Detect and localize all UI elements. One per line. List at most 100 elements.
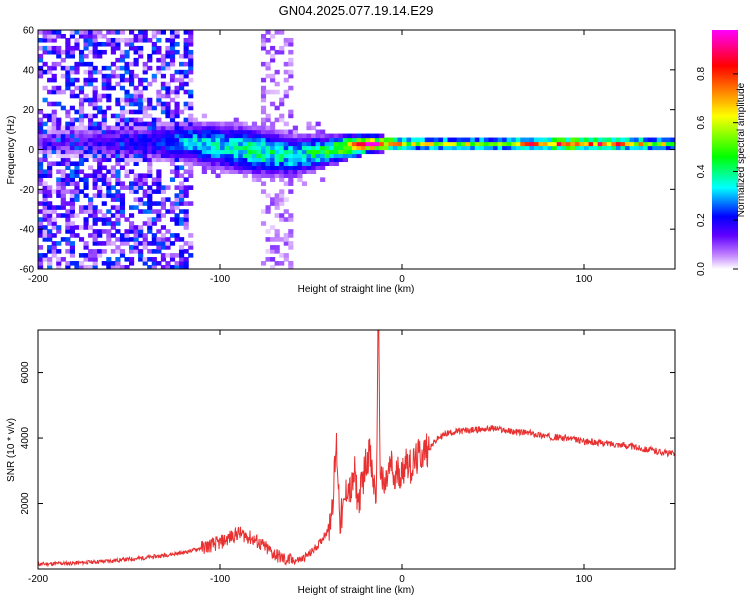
spectrogram-cell (129, 30, 135, 35)
spectrogram-cell (133, 73, 139, 79)
spectrogram-cell (65, 241, 71, 246)
spectrogram-cell (169, 33, 176, 39)
spectrogram-cell (260, 125, 267, 131)
spectrogram-cell (233, 133, 239, 139)
spectrogram-cell (115, 197, 121, 202)
spectrogram-cell (147, 229, 153, 234)
spectrogram-cell (179, 193, 185, 198)
spectrogram-cell (179, 145, 185, 151)
spectrogram-cell (119, 65, 126, 71)
spectrogram-cell (224, 153, 230, 159)
spectrogram-cell (156, 49, 162, 55)
spectrogram-cell (201, 149, 207, 155)
spectrogram-cell (329, 137, 335, 143)
spectrogram-cell (97, 153, 103, 159)
spectrogram-cell (60, 237, 66, 242)
spectrogram-cell (260, 45, 267, 51)
spectrogram-cell (274, 249, 280, 254)
spectrogram-cell (74, 137, 80, 143)
spectrogram-cell (169, 41, 176, 47)
spectrogram-cell (78, 85, 85, 91)
spectrogram-cell (110, 145, 116, 151)
spectrogram-cell (301, 181, 308, 186)
spectrogram-cell (652, 137, 658, 143)
spectrogram-cell (210, 137, 217, 143)
spectrogram-cell (92, 241, 98, 246)
spectrogram-cell (74, 261, 80, 266)
spectrogram-cell (169, 157, 176, 163)
spectrogram-cell (74, 125, 80, 131)
spectrogram-cell (288, 137, 294, 143)
spectrogram-cell (69, 205, 75, 210)
spectrogram-cell (47, 161, 53, 167)
spectrogram-cell (97, 49, 103, 55)
spectrogram-cell (138, 229, 144, 234)
spectrogram-cell (174, 145, 180, 151)
spectrogram-cell (106, 97, 112, 103)
spectrogram-cell (265, 125, 271, 131)
spectrogram-cell (256, 145, 262, 151)
spectrogram-cell (256, 153, 262, 159)
spectrogram-cell (169, 109, 176, 115)
spectrogram-cell (165, 237, 171, 242)
spectrogram-cell (251, 129, 257, 135)
spectrogram-cell (138, 145, 144, 151)
spectrogram-cell (115, 213, 121, 218)
spectrogram-cell (238, 153, 244, 159)
spectrogram-cell (274, 137, 280, 143)
spectrogram-cell (160, 121, 166, 127)
spectrogram-cell (115, 137, 121, 143)
spectrogram-cell (51, 121, 57, 127)
spectrogram-cell (151, 149, 157, 155)
spectrogram-cell (233, 121, 239, 127)
spectrogram-cell (69, 245, 75, 250)
spectrogram-cell (115, 141, 121, 147)
spectrogram-cell (611, 141, 617, 147)
spectrogram-cell (156, 45, 162, 51)
spectrogram-cell (156, 121, 162, 127)
spectrogram-cell (47, 229, 53, 234)
spectrogram-cell (83, 245, 89, 250)
spectrogram-cell (142, 85, 148, 91)
spectrogram-cell (156, 237, 162, 242)
spectrogram-cell (115, 169, 121, 174)
spectrogram-cell (174, 237, 180, 242)
spectrogram-cell (78, 125, 85, 131)
spectrogram-cell (238, 149, 244, 155)
spectrogram-cell (38, 65, 44, 71)
spectrogram-cell (110, 141, 116, 147)
spectrogram-cell (88, 249, 94, 254)
spectrogram-cell (151, 41, 157, 47)
spectrogram-cell (65, 201, 71, 206)
spectrogram-cell (179, 73, 185, 79)
spectrogram-cell (165, 241, 171, 246)
spectrogram-cell (292, 137, 298, 143)
spectrogram-cell (301, 153, 308, 159)
spectrogram-cell (260, 137, 267, 143)
spectrogram-cell (192, 133, 198, 139)
spectrogram-cell (192, 161, 198, 167)
spectrogram-cell (347, 153, 353, 159)
spectrogram-cell (115, 149, 121, 155)
spectrogram-cell (47, 189, 53, 194)
spectrogram-cell (306, 157, 312, 163)
spectrogram-cell (60, 125, 66, 131)
spectrogram-ytick-label: -40 (20, 225, 35, 236)
spectrogram-cell (38, 129, 44, 135)
spectrogram-cell (88, 101, 94, 107)
spectrogram-cell (151, 257, 157, 262)
spectrogram-cell (142, 97, 148, 103)
spectrogram-cell (188, 61, 194, 67)
spectrogram-cell (270, 125, 276, 131)
spectrogram-cell (183, 69, 189, 75)
spectrogram-cell (151, 209, 157, 214)
spectrogram-cell (38, 161, 44, 167)
spectrogram-cell (115, 261, 121, 266)
spectrogram-cell (402, 137, 408, 143)
spectrogram-cell (142, 201, 148, 206)
spectrogram-cell (283, 165, 289, 171)
spectrogram-cell (188, 133, 194, 139)
spectrogram-cell (229, 161, 235, 167)
spectrogram-cell (38, 109, 44, 115)
spectrogram-cell (56, 213, 62, 218)
